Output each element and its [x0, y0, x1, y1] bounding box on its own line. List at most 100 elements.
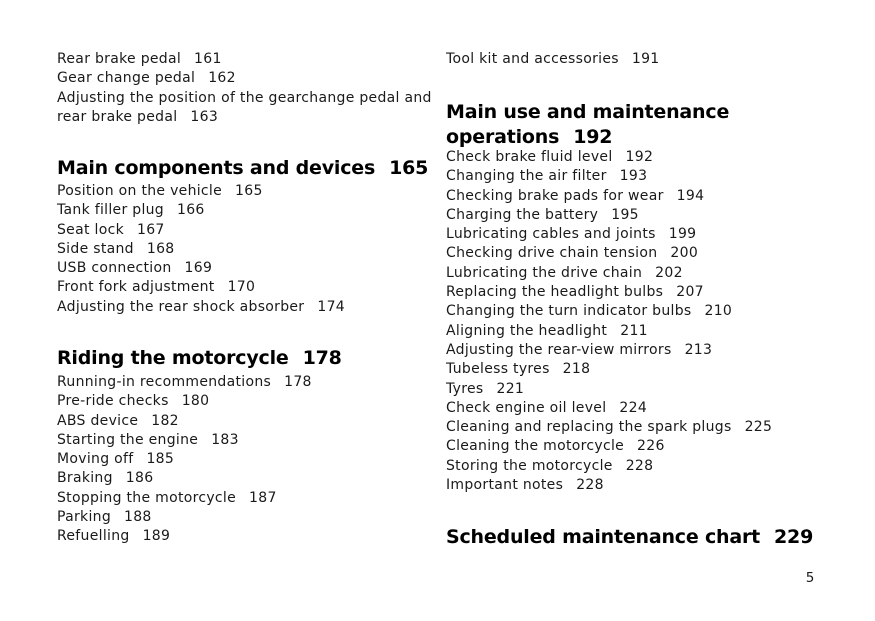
toc-item-label: Seat lock [57, 221, 124, 238]
toc-item-label: Checking brake pads for wear [446, 187, 664, 204]
toc-item-page: 189 [142, 528, 171, 545]
toc-item-label: Tool kit and accessories [446, 51, 619, 67]
toc-section-title: Main use and maintenance operations [446, 101, 730, 148]
toc-item-label: Adjusting the position of the gearchange… [57, 89, 432, 125]
toc-item-label: Braking [57, 470, 113, 487]
toc-section-heading-main-components[interactable]: Main components and devices 165 [57, 156, 435, 181]
toc-item-label: Pre-ride checks [57, 393, 169, 410]
toc-item[interactable]: Replacing the headlight bulbs 207 [446, 283, 830, 302]
toc-item[interactable]: Tyres 221 [446, 380, 830, 399]
toc-item[interactable]: Charging the battery 195 [446, 206, 830, 225]
toc-item-label: Adjusting the rear-view mirrors [446, 341, 672, 358]
toc-item[interactable]: Pre-ride checks 180 [57, 392, 435, 411]
toc-item-label: Rear brake pedal [57, 51, 182, 67]
toc-section-page: 192 [573, 126, 613, 148]
toc-item-page: 168 [146, 240, 175, 257]
toc-item[interactable]: Tank filler plug 166 [57, 201, 435, 220]
toc-item-label: Check brake fluid level [446, 149, 613, 165]
toc-item[interactable]: Parking 188 [57, 508, 435, 527]
toc-item-label: Changing the air filter [446, 168, 607, 185]
toc-item[interactable]: Rear brake pedal 161 [57, 50, 435, 69]
toc-item-page: 207 [676, 284, 704, 301]
toc-item-label: Running-in recommendations [57, 374, 272, 390]
toc-item-page: 161 [194, 51, 222, 67]
toc-item[interactable]: Cleaning and replacing the spark plugs 22… [446, 418, 830, 437]
toc-item-label: Charging the battery [446, 206, 599, 223]
toc-section-heading-riding[interactable]: Riding the motorcycle 178 [57, 346, 435, 371]
toc-item[interactable]: ABS device 182 [57, 412, 435, 431]
toc-item-label: Tubeless tyres [446, 361, 550, 378]
toc-item[interactable]: Adjusting the rear-view mirrors 213 [446, 341, 830, 360]
toc-item[interactable]: Aligning the headlight 211 [446, 322, 830, 341]
toc-item-page: 170 [227, 279, 256, 296]
toc-item-page: 163 [190, 108, 219, 125]
toc-section-title: Riding the motorcycle [57, 347, 289, 369]
toc-item-label: Gear change pedal [57, 70, 196, 87]
toc-item[interactable]: Tubeless tyres 218 [446, 360, 830, 379]
toc-item-page: 193 [619, 168, 648, 185]
toc-item[interactable]: Adjusting the rear shock absorber 174 [57, 298, 435, 317]
toc-item[interactable]: Position on the vehicle 165 [57, 182, 435, 201]
toc-item[interactable]: USB connection 169 [57, 259, 435, 278]
toc-item-label: USB connection [57, 260, 172, 277]
toc-item[interactable]: Storing the motorcycle 228 [446, 457, 830, 476]
toc-item[interactable]: Moving off 185 [57, 450, 435, 469]
toc-section-heading-scheduled-maintenance[interactable]: Scheduled maintenance chart 229 [446, 525, 830, 550]
toc-intro-list-left: Rear brake pedal 161 Gear change pedal 162 A… [57, 50, 435, 127]
toc-item-page: 183 [211, 431, 239, 448]
toc-item-label: Cleaning and replacing the spark plugs [446, 419, 732, 436]
toc-item[interactable]: Adjusting the position of the gearchange… [57, 89, 435, 128]
toc-item[interactable]: Gear change pedal 162 [57, 69, 435, 88]
toc-item[interactable]: Important notes 228 [446, 476, 830, 495]
toc-item[interactable]: Refuelling 189 [57, 527, 435, 546]
toc-item-label: Aligning the headlight [446, 322, 608, 339]
toc-item[interactable]: Cleaning the motorcycle 226 [446, 437, 830, 456]
toc-section-list-main-components: Position on the vehicle 165 Tank filler pl… [57, 182, 435, 317]
toc-item-page: 224 [619, 399, 648, 416]
toc-item[interactable]: Front fork adjustment 170 [57, 278, 435, 297]
toc-item-label: Position on the vehicle [57, 183, 223, 199]
toc-item[interactable]: Starting the engine 183 [57, 431, 435, 450]
toc-item-page: 218 [562, 361, 591, 378]
toc-item[interactable]: Changing the turn indicator bulbs 210 [446, 302, 830, 321]
toc-item[interactable]: Running-in recommendations 178 [57, 373, 435, 392]
toc-item[interactable]: Side stand 168 [57, 240, 435, 259]
toc-item[interactable]: Tool kit and accessories 191 [446, 50, 830, 69]
toc-item[interactable]: Lubricating cables and joints 199 [446, 225, 830, 244]
toc-section-page: 178 [302, 347, 342, 369]
toc-item-page: 228 [625, 457, 654, 474]
toc-item-page: 225 [744, 419, 773, 436]
toc-item-label: Front fork adjustment [57, 279, 215, 296]
toc-item-label: Parking [57, 509, 112, 526]
toc-item-label: Stopping the motorcycle [57, 489, 237, 506]
toc-section-title: Scheduled maintenance chart [446, 526, 761, 548]
toc-intro-list-right: Tool kit and accessories 191 [446, 50, 830, 69]
toc-item-page: 162 [208, 70, 236, 87]
toc-item[interactable]: Check brake fluid level 192 [446, 148, 830, 167]
toc-item-page: 228 [576, 477, 604, 494]
toc-item-label: Lubricating the drive chain [446, 264, 643, 281]
toc-item-page: 185 [146, 451, 175, 468]
page-number: 5 [805, 570, 815, 586]
toc-item[interactable]: Checking drive chain tension 200 [446, 244, 830, 263]
toc-item-label: Adjusting the rear shock absorber [57, 298, 305, 315]
toc-item[interactable]: Lubricating the drive chain 202 [446, 264, 830, 283]
toc-item-label: Check engine oil level [446, 399, 607, 416]
toc-item[interactable]: Changing the air filter 193 [446, 167, 830, 186]
toc-item-label: Moving off [57, 451, 134, 468]
toc-item[interactable]: Check engine oil level 224 [446, 399, 830, 418]
toc-section-heading-maintenance-operations[interactable]: Main use and maintenance operations 192 [446, 100, 830, 150]
toc-item[interactable]: Checking brake pads for wear 194 [446, 187, 830, 206]
toc-item[interactable]: Stopping the motorcycle 187 [57, 489, 435, 508]
toc-item[interactable]: Braking 186 [57, 469, 435, 488]
toc-item[interactable]: Seat lock 167 [57, 221, 435, 240]
toc-item-label: ABS device [57, 412, 139, 429]
toc-item-page: 182 [151, 412, 179, 429]
toc-item-label: Lubricating cables and joints [446, 226, 656, 243]
toc-item-page: 169 [184, 260, 213, 277]
toc-item-label: Replacing the headlight bulbs [446, 284, 664, 301]
toc-item-page: 200 [670, 245, 699, 262]
toc-item-page: 210 [704, 303, 733, 320]
toc-item-label: Refuelling [57, 528, 130, 545]
toc-item-page: 178 [284, 374, 312, 390]
